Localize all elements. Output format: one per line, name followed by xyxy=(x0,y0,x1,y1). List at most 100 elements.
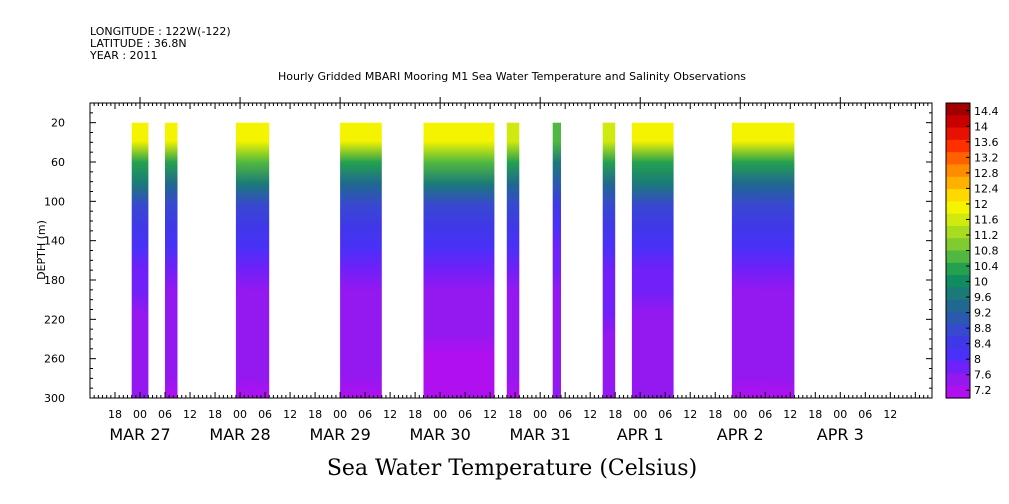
hour-tick-label: 12 xyxy=(883,408,897,421)
colorbar-label: 13.2 xyxy=(974,151,999,164)
y-tick-labels: 20 60 100 140 180 220 260 300 xyxy=(44,117,65,405)
hour-tick-label: 12 xyxy=(183,408,197,421)
hour-tick-label: 12 xyxy=(683,408,697,421)
date-tick-label: APR 3 xyxy=(817,425,864,444)
date-tick-label: APR 1 xyxy=(617,425,664,444)
colorbar-swatch xyxy=(946,275,970,288)
hour-tick-label: 18 xyxy=(108,408,122,421)
variable-title: Sea Water Temperature (Celsius) xyxy=(327,456,697,481)
y-tick-label: 100 xyxy=(44,195,65,208)
hour-tick-labels: 18 00 06 12 18 00 06 12 18 00 06 12 18 00 06 12 18 00 06 12… xyxy=(108,408,897,421)
colorbar-label: 12 xyxy=(974,198,988,211)
date-tick-labels: MAR 27 MAR 28 MAR 29 MAR 30 MAR 31 APR 1 APR 2… xyxy=(109,425,863,444)
colorbar-label: 8.8 xyxy=(974,322,992,335)
hour-tick-label: 00 xyxy=(533,408,547,421)
colorbar-swatch xyxy=(946,164,970,178)
colorbar-swatch xyxy=(946,262,970,276)
longitude-label: LONGITUDE : 122W(-122) xyxy=(90,25,231,38)
hour-tick-label: 06 xyxy=(658,408,672,421)
colorbar-swatch xyxy=(946,225,970,239)
hour-tick-label: 06 xyxy=(258,408,272,421)
data-block xyxy=(602,122,616,398)
date-tick-label: MAR 28 xyxy=(209,425,270,444)
data-block xyxy=(506,122,520,398)
colorbar-swatch xyxy=(946,213,970,227)
hour-tick-label: 06 xyxy=(558,408,572,421)
hour-tick-label: 06 xyxy=(858,408,872,421)
colorbar-label: 10.4 xyxy=(974,260,999,273)
colorbar-label: 8.4 xyxy=(974,338,992,351)
colorbar-swatch xyxy=(946,152,970,166)
y-tick-label: 20 xyxy=(51,117,65,130)
hour-tick-label: 06 xyxy=(758,408,772,421)
hour-tick-label: 18 xyxy=(608,408,622,421)
data-blocks xyxy=(131,122,795,398)
colorbar-label: 10.8 xyxy=(974,245,999,258)
colorbar-label: 10 xyxy=(974,276,988,289)
colorbar-swatch xyxy=(946,324,970,338)
colorbar-swatch xyxy=(946,250,970,264)
colorbar-swatch xyxy=(946,127,970,141)
y-tick-label: 220 xyxy=(44,313,65,326)
colorbar xyxy=(945,102,971,399)
data-block xyxy=(631,122,674,398)
hour-tick-label: 00 xyxy=(233,408,247,421)
data-block xyxy=(423,122,495,398)
colorbar-swatch xyxy=(946,103,970,116)
hour-tick-label: 12 xyxy=(783,408,797,421)
colorbar-swatch xyxy=(946,139,970,153)
colorbar-swatch xyxy=(946,201,970,215)
hour-tick-label: 00 xyxy=(433,408,447,421)
date-tick-label: APR 2 xyxy=(717,425,764,444)
date-tick-label: MAR 29 xyxy=(309,425,370,444)
colorbar-swatch xyxy=(946,238,970,252)
hour-tick-label: 12 xyxy=(583,408,597,421)
colorbar-swatch xyxy=(946,287,970,301)
hour-tick-label: 00 xyxy=(133,408,147,421)
colorbar-label: 13.6 xyxy=(974,136,999,149)
hour-tick-label: 12 xyxy=(383,408,397,421)
colorbar-label: 14 xyxy=(974,120,988,133)
hour-tick-label: 06 xyxy=(458,408,472,421)
colorbar-label: 7.2 xyxy=(974,384,992,397)
colorbar-label: 12.4 xyxy=(974,182,999,195)
hour-tick-label: 18 xyxy=(408,408,422,421)
latitude-label: LATITUDE : 36.8N xyxy=(90,37,187,50)
colorbar-swatch xyxy=(946,299,970,313)
colorbar-swatch xyxy=(946,336,970,350)
data-block xyxy=(731,122,795,398)
data-block xyxy=(235,122,270,398)
hour-tick-label: 18 xyxy=(708,408,722,421)
colorbar-swatch xyxy=(946,115,970,129)
hour-tick-label: 18 xyxy=(308,408,322,421)
hour-tick-label: 12 xyxy=(483,408,497,421)
date-tick-label: MAR 31 xyxy=(510,425,571,444)
hour-tick-label: 00 xyxy=(733,408,747,421)
colorbar-label: 9.2 xyxy=(974,307,992,320)
colorbar-label: 14.4 xyxy=(974,105,999,118)
colorbar-label: 9.6 xyxy=(974,291,992,304)
colorbar-swatch xyxy=(946,348,970,362)
y-tick-label: 140 xyxy=(44,235,65,248)
y-axis-label: DEPTH (m) xyxy=(35,220,48,280)
y-tick-label: 60 xyxy=(51,156,65,169)
hour-tick-label: 18 xyxy=(508,408,522,421)
hour-tick-label: 00 xyxy=(833,408,847,421)
y-tick-label: 180 xyxy=(44,274,65,287)
colorbar-swatch xyxy=(946,361,970,375)
data-block xyxy=(165,122,178,398)
colorbar-swatch xyxy=(946,385,970,399)
y-tick-label: 300 xyxy=(44,392,65,405)
colorbar-label: 11.2 xyxy=(974,229,999,242)
hour-tick-label: 18 xyxy=(208,408,222,421)
colorbar-swatch xyxy=(946,176,970,190)
date-tick-label: MAR 27 xyxy=(109,425,170,444)
colorbar-label: 7.6 xyxy=(974,369,992,382)
data-block xyxy=(131,122,149,398)
colorbar-label: 8 xyxy=(974,353,981,366)
colorbar-swatch xyxy=(946,373,970,387)
date-tick-label: MAR 30 xyxy=(409,425,470,444)
y-tick-label: 260 xyxy=(44,353,65,366)
colorbar-label: 12.8 xyxy=(974,167,999,180)
